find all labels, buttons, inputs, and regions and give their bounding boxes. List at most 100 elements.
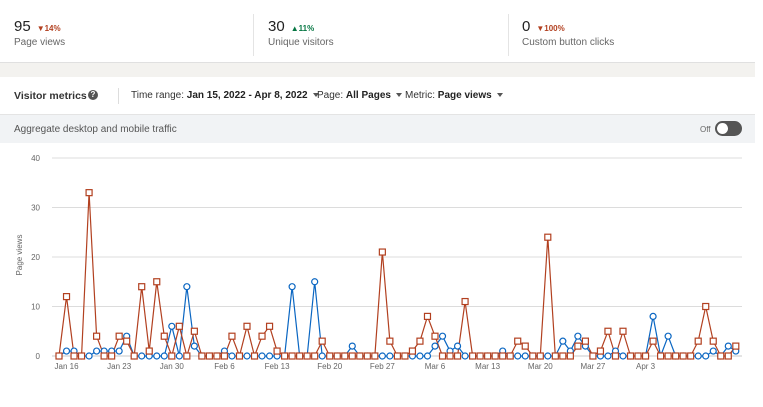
data-point-circle — [265, 352, 274, 360]
time-range-dropdown[interactable]: Time range: Jan 15, 2022 - Apr 8, 2022 — [131, 90, 319, 101]
x-tick-label: Jan 16 — [55, 362, 80, 371]
y-axis-label: Page views — [15, 235, 24, 276]
data-point-circle — [288, 283, 296, 291]
data-point-circle — [228, 352, 236, 360]
time-range-label: Time range: — [131, 90, 184, 101]
data-point-square — [318, 337, 326, 345]
toggle-state-label: Off — [700, 125, 711, 134]
page-dropdown[interactable]: Page: All Pages — [317, 90, 402, 101]
data-point-square — [506, 352, 514, 360]
y-tick-label: 0 — [36, 352, 41, 361]
data-point-square — [250, 352, 259, 360]
x-tick-label: Feb 20 — [317, 362, 342, 371]
data-point-square — [484, 352, 492, 360]
section-divider-band — [0, 62, 755, 77]
series-lines — [58, 192, 737, 357]
data-point-square — [476, 352, 484, 360]
data-point-circle — [115, 347, 123, 355]
y-tick-label: 20 — [31, 253, 40, 262]
stat-page-views[interactable]: 95 ▼14% Page views — [14, 18, 65, 48]
data-point-square — [521, 342, 529, 350]
data-point-square — [198, 352, 206, 360]
data-point-square — [258, 332, 266, 340]
divider — [253, 14, 254, 56]
stat-custom-button-clicks[interactable]: 0 ▼100% Custom button clicks — [522, 18, 614, 48]
data-point-square — [100, 352, 108, 360]
toggle-knob — [717, 123, 728, 134]
aggregate-toggle[interactable] — [715, 121, 742, 136]
divider — [508, 14, 509, 56]
aggregate-label: Aggregate desktop and mobile traffic — [14, 124, 177, 135]
visitor-metrics-toolbar: Visitor metrics ? Time range: Jan 15, 20… — [0, 79, 755, 113]
caret-down-icon — [312, 93, 319, 98]
stat-change-up: ▲11% — [290, 24, 315, 33]
question-circle-icon[interactable]: ? — [88, 90, 98, 100]
x-tick-label: Jan 30 — [160, 362, 185, 371]
data-point-circle — [258, 352, 266, 360]
data-point-square — [529, 352, 537, 360]
page-value: All Pages — [345, 90, 391, 101]
section-title: Visitor metrics — [14, 90, 87, 102]
data-point-square — [138, 283, 146, 291]
data-point-square — [416, 337, 424, 345]
data-point-square — [544, 233, 552, 241]
data-point-square — [281, 352, 289, 360]
metric-dropdown[interactable]: Metric: Page views — [405, 90, 503, 101]
arrow-down-icon: ▼ — [36, 24, 45, 33]
data-point-square — [153, 278, 161, 286]
data-point-square — [77, 352, 86, 360]
data-point-circle — [138, 352, 146, 360]
data-point-square — [363, 352, 371, 360]
data-point-square — [386, 337, 394, 345]
data-point-square — [604, 327, 612, 335]
data-point-square — [581, 337, 590, 345]
metric-label: Metric: — [405, 90, 435, 101]
data-point-square — [70, 352, 78, 360]
data-point-circle — [416, 352, 424, 360]
data-point-circle — [311, 278, 319, 286]
series-markers — [55, 189, 740, 360]
x-tick-label: Feb 13 — [265, 362, 290, 371]
data-point-square — [687, 352, 695, 360]
data-point-circle — [348, 342, 356, 350]
data-point-square — [341, 352, 349, 360]
data-point-circle — [168, 322, 176, 330]
data-point-square — [499, 352, 507, 360]
data-point-square — [589, 352, 597, 360]
data-point-square — [717, 352, 725, 360]
aggregate-traffic-bar: Aggregate desktop and mobile traffic Off — [0, 114, 755, 143]
data-point-circle — [423, 352, 432, 360]
data-point-square — [702, 302, 710, 311]
page-label: Page: — [317, 90, 344, 101]
data-point-circle — [559, 337, 567, 345]
data-point-square — [641, 352, 650, 360]
data-point-square — [566, 352, 574, 360]
data-point-square — [649, 337, 657, 345]
data-point-circle — [92, 347, 101, 355]
data-point-square — [491, 352, 499, 360]
data-point-circle — [709, 347, 717, 355]
data-point-square — [62, 293, 71, 301]
data-point-square — [431, 332, 439, 340]
data-point-circle — [378, 352, 386, 360]
caret-down-icon — [496, 93, 503, 98]
time-range-value: Jan 15, 2022 - Apr 8, 2022 — [186, 90, 308, 101]
data-point-square — [115, 332, 123, 340]
stat-unique-visitors[interactable]: 30 ▲11% Unique visitors — [268, 18, 334, 48]
y-tick-label: 10 — [31, 303, 40, 312]
stat-change-down: ▼100% — [536, 24, 565, 33]
data-point-square — [55, 352, 63, 360]
data-point-square — [656, 352, 665, 360]
x-tick-label: Feb 6 — [214, 362, 235, 371]
metric-value: Page views — [437, 90, 492, 101]
arrow-down-icon: ▼ — [536, 24, 545, 33]
data-point-square — [213, 352, 221, 360]
data-point-circle — [243, 352, 251, 360]
data-point-square — [273, 347, 281, 355]
data-point-circle — [514, 352, 522, 360]
data-point-square — [183, 352, 191, 360]
stat-value: 30 — [268, 18, 285, 35]
series-line-red — [58, 192, 737, 357]
data-point-square — [469, 352, 477, 360]
data-point-circle — [175, 352, 183, 360]
